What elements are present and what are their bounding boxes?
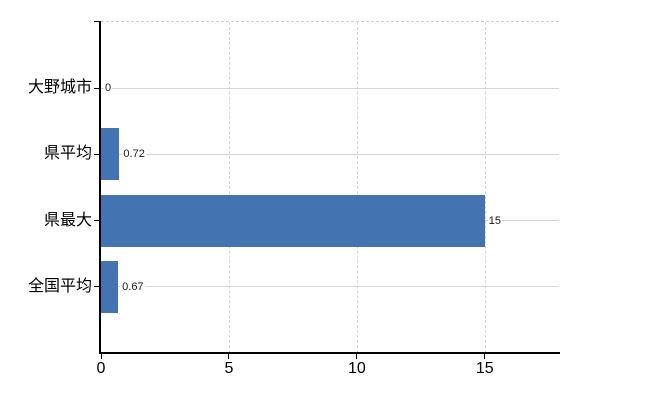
gridline-vertical	[356, 22, 358, 353]
category-label: 県平均	[43, 145, 92, 163]
bar-value-label: 0	[104, 81, 113, 96]
gridline-vertical	[484, 22, 486, 353]
bar-value-label: 15	[487, 213, 503, 228]
gridline-horizontal	[101, 153, 559, 155]
y-axis-end-tick	[94, 21, 100, 22]
x-axis-tick	[228, 354, 230, 359]
bar	[101, 260, 119, 313]
y-axis-tick	[94, 286, 100, 288]
bar-value-label: 0.72	[122, 147, 146, 162]
x-axis-tick-label: 10	[347, 360, 366, 377]
y-axis-tick	[94, 153, 100, 155]
y-axis-line	[99, 21, 101, 354]
gridline-horizontal	[101, 87, 559, 89]
bar	[101, 194, 485, 247]
x-axis-tick-label: 0	[96, 360, 106, 377]
category-label: 県最大	[43, 211, 92, 229]
category-label: 全国平均	[27, 277, 92, 295]
x-axis-tick-label: 15	[475, 360, 494, 377]
gridline-horizontal	[101, 286, 559, 288]
gridline-vertical	[228, 22, 230, 353]
y-axis-tick	[94, 220, 100, 222]
x-axis-line	[99, 352, 560, 354]
bar-value-label: 0.67	[121, 279, 145, 294]
x-axis-tick-label: 5	[224, 360, 234, 377]
x-axis-tick	[100, 354, 102, 359]
x-axis-tick	[484, 354, 486, 359]
x-axis-tick	[356, 354, 358, 359]
y-axis-tick	[94, 87, 100, 89]
category-label: 大野城市	[27, 79, 92, 97]
bar	[101, 128, 120, 181]
plot-top-border	[101, 21, 559, 22]
